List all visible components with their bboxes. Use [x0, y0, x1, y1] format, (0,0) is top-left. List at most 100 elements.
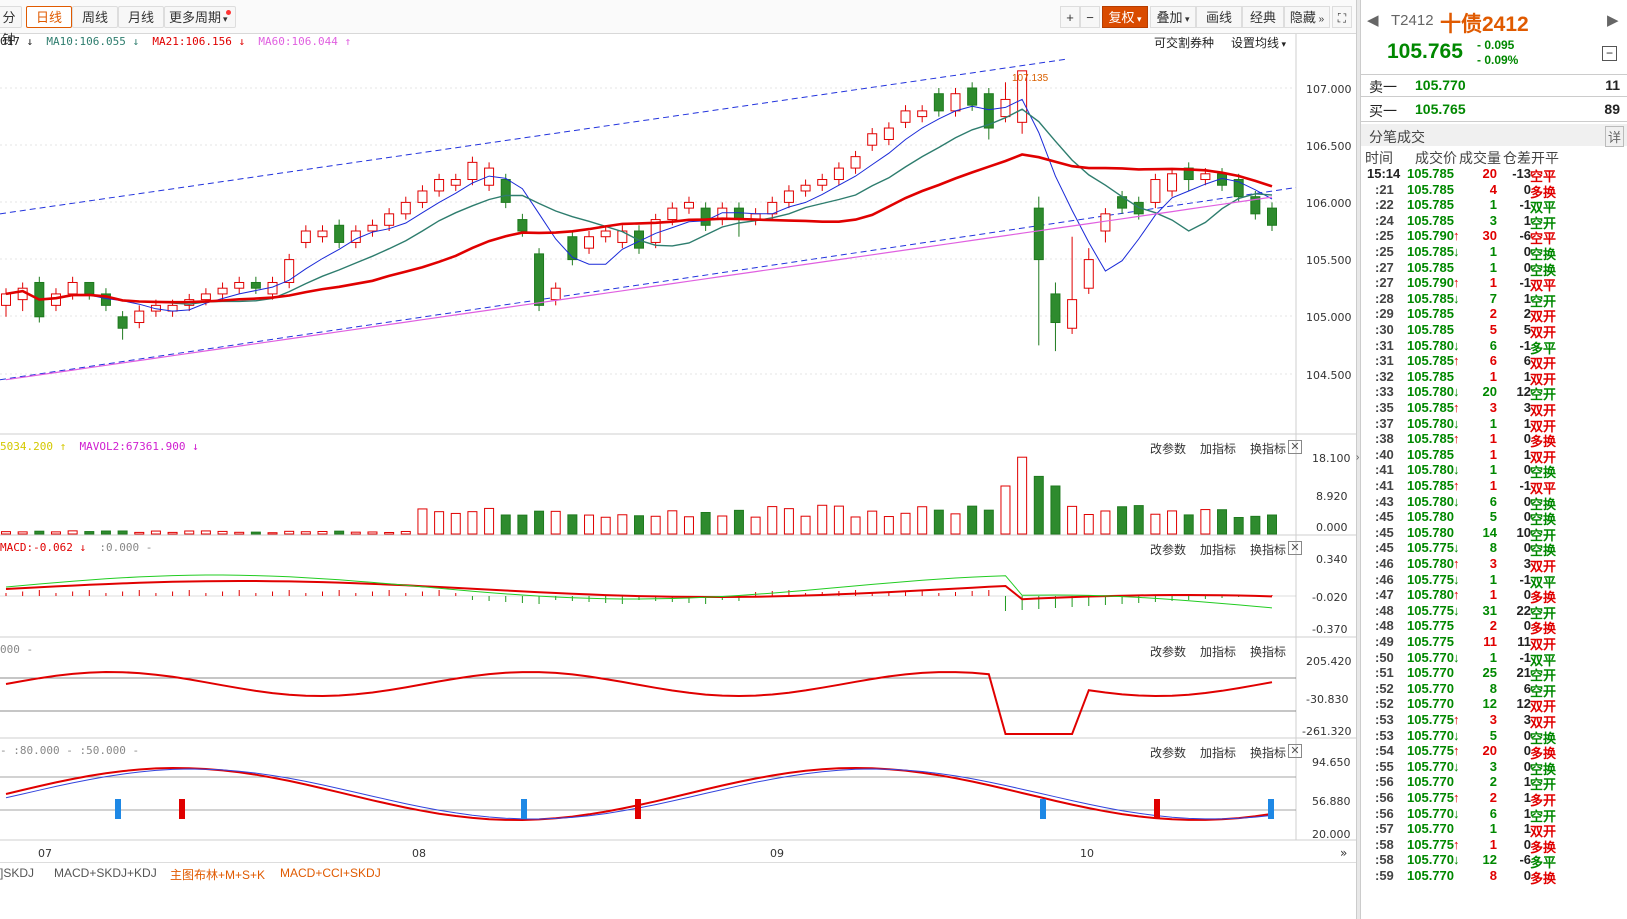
volume-bar	[1218, 510, 1227, 534]
prev-contract-icon[interactable]: ◀	[1367, 11, 1379, 29]
trade-volume: 1	[1490, 447, 1497, 462]
volume-bar	[151, 531, 160, 534]
trade-time: :27	[1375, 260, 1394, 275]
trade-row: :47 105.780 ↑ 1 0 多换	[1361, 587, 1561, 603]
trade-time: :41	[1375, 478, 1394, 493]
trade-arrow: ↓	[1453, 462, 1460, 477]
close-icon[interactable]: ✕	[1288, 744, 1302, 758]
tab-daily[interactable]: 日线	[26, 6, 72, 28]
trade-time: :24	[1375, 213, 1394, 228]
switch-indicator-button[interactable]: 换指标	[1250, 442, 1286, 456]
trade-price: 105.785	[1407, 322, 1454, 337]
trade-price: 105.775	[1407, 790, 1454, 805]
trade-row: :59 105.770 8 0 多换	[1361, 868, 1561, 884]
trade-row: :58 105.775 ↑ 1 0 多换	[1361, 837, 1561, 853]
add-indicator-button[interactable]: 加指标	[1200, 442, 1236, 456]
trade-arrow: ↑	[1453, 712, 1460, 727]
add-indicator-button[interactable]: 加指标	[1200, 543, 1236, 557]
edit-params-button[interactable]: 改参数	[1150, 645, 1186, 659]
bid-label: 买一	[1369, 101, 1397, 121]
trade-time: :53	[1375, 728, 1394, 743]
ticks-title: 分笔成交	[1369, 127, 1425, 147]
volume-bar	[1068, 506, 1077, 534]
candle-body	[1151, 180, 1160, 203]
trade-row: :46 105.780 ↑ 3 3 双开	[1361, 556, 1561, 572]
switch-indicator-button[interactable]: 换指标	[1250, 746, 1286, 760]
macd-dif-line	[6, 575, 1272, 608]
edit-params-button[interactable]: 改参数	[1150, 442, 1186, 456]
add-indicator-button[interactable]: 加指标	[1200, 645, 1236, 659]
trade-oi-change: 12	[1517, 384, 1531, 399]
classic-button[interactable]: 经典	[1242, 6, 1284, 28]
trade-row: :40 105.785 1 1 双开	[1361, 447, 1561, 463]
trade-volume: 4	[1490, 182, 1497, 197]
tab-minute[interactable]: 分钟	[0, 6, 22, 28]
edit-params-button[interactable]: 改参数	[1150, 746, 1186, 760]
volume-bar	[968, 506, 977, 534]
channel-upper	[0, 59, 1065, 213]
ask-label: 卖一	[1369, 77, 1397, 97]
template-tab[interactable]: MACD+SKDJ+KDJ	[54, 866, 157, 880]
collapse-arrow-icon[interactable]: ›	[1356, 452, 1359, 463]
detail-button[interactable]: 详	[1605, 126, 1624, 147]
tab-more-periods[interactable]: 更多周期 ▾	[164, 6, 236, 28]
candle-body	[934, 94, 943, 111]
switch-indicator-button[interactable]: 换指标	[1250, 543, 1286, 557]
trade-arrow: ↓	[1453, 852, 1460, 867]
minimize-icon[interactable]: −	[1602, 46, 1617, 61]
trade-row: :45 105.780 14 10 空开	[1361, 525, 1561, 541]
trade-volume: 5	[1490, 322, 1497, 337]
add-indicator-button[interactable]: 加指标	[1200, 746, 1236, 760]
ticks-title-bar: 分笔成交 详	[1361, 124, 1627, 146]
close-icon[interactable]: ✕	[1288, 440, 1302, 454]
expand-icon[interactable]: ⛶	[1332, 6, 1352, 28]
trade-row: :30 105.785 5 5 双开	[1361, 322, 1561, 338]
ticks-header: 时间 成交价 成交量 仓差 开平	[1361, 148, 1627, 164]
trade-row: :53 105.770 ↓ 5 0 空换	[1361, 728, 1561, 744]
trade-price: 105.770	[1407, 806, 1454, 821]
trade-time: :32	[1375, 369, 1394, 384]
y-tick: 105.500	[1306, 254, 1352, 267]
dropdown-arrow-icon: ▾	[1182, 14, 1189, 24]
zoom-in-button[interactable]: +	[1060, 6, 1080, 28]
draw-line-button[interactable]: 画线	[1196, 6, 1242, 28]
volume-panel-buttons: 改参数 加指标 换指标	[1136, 440, 1286, 457]
edit-params-button[interactable]: 改参数	[1150, 543, 1186, 557]
template-tab[interactable]: MACD+CCI+SKDJ	[280, 866, 381, 880]
ma-settings-button[interactable]: 设置均线 ▾	[1231, 34, 1286, 51]
next-contract-icon[interactable]: ▶	[1607, 11, 1619, 29]
legend-mavol2: MAVOL2:67361.900 ↓	[79, 440, 198, 453]
overlay-button[interactable]: 叠加 ▾	[1150, 6, 1196, 28]
deliverable-bonds-link[interactable]: 可交割券种	[1154, 34, 1214, 51]
trade-price: 105.780	[1407, 556, 1454, 571]
trade-volume: 1	[1490, 260, 1497, 275]
trade-price: 105.770	[1407, 868, 1454, 883]
trade-price: 105.770	[1407, 774, 1454, 789]
trade-oi-change: 12	[1517, 696, 1531, 711]
dropdown-arrow-icon: ▾	[1134, 14, 1141, 24]
bid-price: 105.765	[1415, 101, 1466, 117]
scroll-right-icon[interactable]: »	[1340, 846, 1347, 860]
template-tab[interactable]: 主图布林+M+S+K	[170, 866, 265, 883]
adjust-button[interactable]: 复权 ▾	[1102, 6, 1148, 28]
trade-row: :29 105.785 2 2 双开	[1361, 306, 1561, 322]
tab-weekly[interactable]: 周线	[72, 6, 118, 28]
trade-volume: 2	[1490, 306, 1497, 321]
overlay-label: 叠加	[1156, 10, 1182, 25]
tab-monthly[interactable]: 月线	[118, 6, 164, 28]
switch-indicator-button[interactable]: 换指标	[1250, 645, 1286, 659]
template-tab[interactable]: ]SKDJ	[0, 866, 34, 880]
zoom-out-button[interactable]: −	[1080, 6, 1100, 28]
trade-price: 105.780	[1407, 416, 1454, 431]
close-icon[interactable]: ✕	[1288, 541, 1302, 555]
trade-time: :29	[1375, 306, 1394, 321]
hide-button[interactable]: 隐藏 »	[1284, 6, 1330, 28]
trade-time: :22	[1375, 197, 1394, 212]
trade-volume: 2	[1490, 774, 1497, 789]
volume-bar	[934, 510, 943, 534]
trade-volume: 31	[1483, 603, 1497, 618]
trade-time: :50	[1375, 650, 1394, 665]
trade-price: 105.785	[1407, 260, 1454, 275]
volume-bar	[168, 532, 177, 534]
trade-volume: 12	[1483, 852, 1497, 867]
